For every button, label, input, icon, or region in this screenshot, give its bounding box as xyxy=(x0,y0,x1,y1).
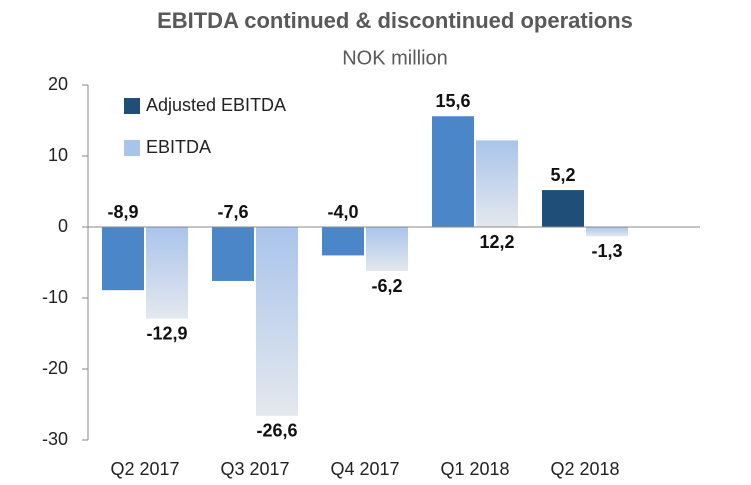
legend-swatch xyxy=(124,140,140,156)
bar xyxy=(366,227,408,272)
bar xyxy=(586,227,628,237)
x-tick-label: Q3 2017 xyxy=(220,459,289,479)
y-tick-label: -30 xyxy=(42,429,68,449)
bar xyxy=(542,190,584,227)
data-label: -1,3 xyxy=(591,241,622,261)
data-label: -4,0 xyxy=(327,202,358,222)
y-tick-label: 0 xyxy=(58,216,68,236)
data-label: -12,9 xyxy=(146,323,187,343)
y-tick-label: -10 xyxy=(42,287,68,307)
bar xyxy=(146,227,188,319)
legend-swatch xyxy=(124,98,140,114)
y-tick-label: -20 xyxy=(42,358,68,378)
bar xyxy=(432,116,474,227)
x-tick-label: Q2 2018 xyxy=(550,459,619,479)
bar xyxy=(322,227,364,256)
x-tick-label: Q1 2018 xyxy=(440,459,509,479)
data-label: 12,2 xyxy=(479,232,514,252)
x-tick-label: Q2 2017 xyxy=(110,459,179,479)
bar xyxy=(212,227,254,281)
data-label: 5,2 xyxy=(550,165,575,185)
legend-label: Adjusted EBITDA xyxy=(146,95,286,115)
data-label: -7,6 xyxy=(217,202,248,222)
data-label: -6,2 xyxy=(371,276,402,296)
bar xyxy=(102,227,144,291)
data-label: -8,9 xyxy=(107,202,138,222)
y-tick-label: 10 xyxy=(48,145,68,165)
legend-label: EBITDA xyxy=(146,137,211,157)
x-tick-label: Q4 2017 xyxy=(330,459,399,479)
bar xyxy=(256,227,298,416)
data-label: -26,6 xyxy=(256,421,297,441)
y-tick-label: 20 xyxy=(48,74,68,94)
data-label: 15,6 xyxy=(435,91,470,111)
chart-subtitle: NOK million xyxy=(342,47,448,69)
bar xyxy=(476,140,518,227)
chart-title: EBITDA continued & discontinued operatio… xyxy=(157,8,633,33)
